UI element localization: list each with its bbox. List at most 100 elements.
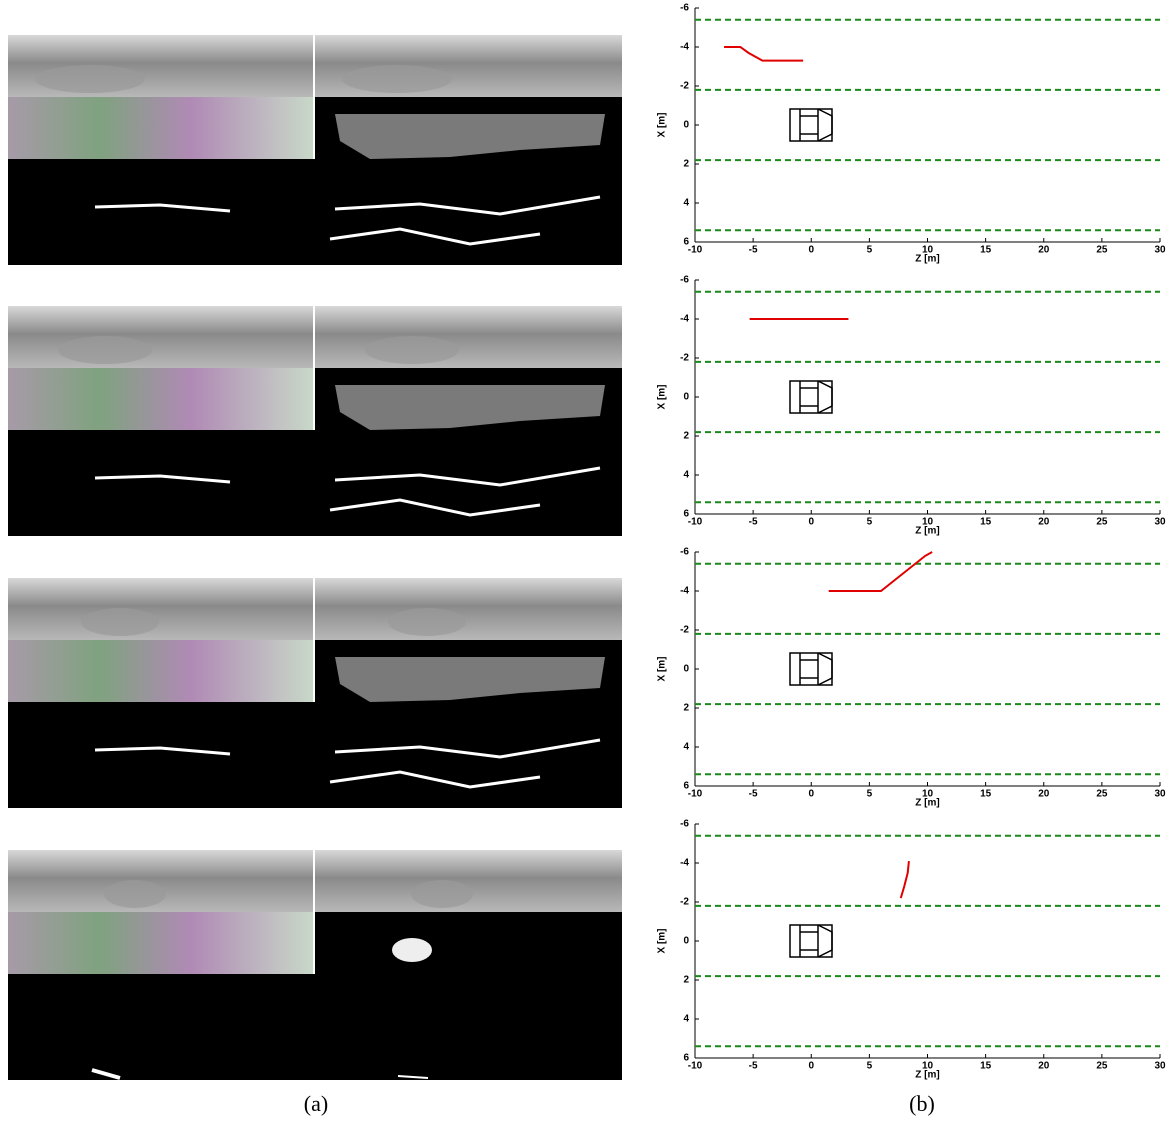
y-tick-label: 4	[683, 470, 689, 481]
x-tick-label: 20	[1038, 789, 1050, 800]
y-tick-label: -4	[680, 42, 689, 53]
mask-line	[334, 466, 601, 487]
car-shape	[35, 65, 145, 93]
camera-image-right	[315, 850, 622, 912]
x-tick-label: 0	[808, 517, 814, 528]
x-tick-label: -10	[688, 245, 703, 256]
x-axis-label: Z [m]	[915, 798, 939, 809]
y-tick-label: 2	[683, 975, 689, 986]
y-tick-label: -2	[680, 897, 689, 908]
trajectory	[828, 551, 933, 592]
x-tick-label: 5	[867, 517, 873, 528]
vehicle-icon	[789, 924, 833, 958]
y-tick-label: -2	[680, 625, 689, 636]
x-tick-label: 25	[1096, 789, 1108, 800]
mask-line	[91, 1068, 121, 1080]
y-tick-label: 6	[683, 237, 689, 248]
y-tick-label: -6	[680, 3, 689, 14]
vehicle-icon	[799, 924, 833, 958]
x-tick-label: 15	[980, 245, 992, 256]
color-overlay-image	[8, 912, 313, 974]
x-tick-label: -10	[688, 789, 703, 800]
y-tick-label: -4	[680, 858, 689, 869]
mask-line	[397, 1075, 429, 1079]
y-tick-label: -2	[680, 353, 689, 364]
vehicle-icon	[799, 108, 833, 142]
y-tick-label: 0	[683, 120, 689, 131]
car-shape	[342, 65, 452, 93]
x-tick-label: 20	[1038, 1061, 1050, 1072]
y-tick-label: 2	[683, 431, 689, 442]
y-tick-label: 0	[683, 664, 689, 675]
color-overlay-image	[8, 640, 313, 702]
disparity-map	[335, 385, 605, 430]
mask-background	[8, 159, 622, 265]
y-axis-label: X [m]	[657, 113, 668, 138]
camera-image-left	[8, 578, 313, 640]
y-tick-label: -6	[680, 275, 689, 286]
x-axis-label: Z [m]	[915, 1070, 939, 1081]
y-tick-label: 6	[683, 509, 689, 520]
camera-image-left	[8, 850, 313, 912]
y-tick-label: -4	[680, 314, 689, 325]
caption-a: (a)	[304, 1091, 328, 1116]
y-tick-label: -4	[680, 586, 689, 597]
y-axis-label: X [m]	[657, 657, 668, 682]
car-shape	[104, 880, 166, 908]
y-tick-label: 2	[683, 159, 689, 170]
color-overlay-image	[8, 97, 313, 159]
car-shape	[81, 608, 159, 636]
vehicle-icon	[789, 108, 833, 142]
x-tick-label: 10	[922, 245, 934, 256]
y-tick-label: 4	[683, 742, 689, 753]
x-tick-label: 10	[922, 1061, 934, 1072]
x-tick-label: 15	[980, 1061, 992, 1072]
vehicle-icon	[799, 652, 833, 686]
x-tick-label: 0	[808, 245, 814, 256]
camera-image-right	[315, 578, 622, 640]
y-tick-label: 6	[683, 1053, 689, 1064]
car-shape	[58, 336, 152, 364]
vehicle-icon	[799, 380, 833, 414]
camera-image-right	[315, 306, 622, 368]
y-tick-label: -6	[680, 819, 689, 830]
x-tick-label: -5	[749, 517, 758, 528]
x-tick-label: -5	[749, 1061, 758, 1072]
y-tick-label: -6	[680, 547, 689, 558]
x-tick-label: -10	[688, 517, 703, 528]
x-tick-label: 25	[1096, 245, 1108, 256]
vehicle-icon	[789, 652, 833, 686]
x-tick-label: 0	[808, 789, 814, 800]
x-tick-label: 10	[922, 517, 934, 528]
trajectory	[899, 860, 910, 899]
mask-line	[334, 738, 601, 759]
disparity-map	[335, 114, 605, 159]
x-tick-label: 30	[1154, 789, 1166, 800]
disparity-map	[335, 657, 605, 702]
x-tick-label: 30	[1154, 1061, 1166, 1072]
caption-b: (b)	[909, 1091, 935, 1116]
x-tick-label: 20	[1038, 245, 1050, 256]
x-tick-label: 20	[1038, 517, 1050, 528]
mask-background	[8, 702, 622, 808]
x-tick-label: 5	[867, 789, 873, 800]
vehicle-icon	[789, 380, 833, 414]
y-tick-label: 0	[683, 936, 689, 947]
x-tick-label: 0	[808, 1061, 814, 1072]
color-overlay-image	[8, 368, 313, 430]
mask-background	[8, 974, 622, 1080]
y-tick-label: 4	[683, 198, 689, 209]
x-tick-label: 15	[980, 789, 992, 800]
y-tick-label: 0	[683, 392, 689, 403]
y-tick-label: 2	[683, 703, 689, 714]
x-tick-label: 5	[867, 1061, 873, 1072]
x-tick-label: 10	[922, 789, 934, 800]
y-axis-label: X [m]	[657, 385, 668, 410]
mask-line	[94, 203, 231, 213]
x-axis-label: Z [m]	[915, 526, 939, 537]
camera-image-left	[8, 306, 313, 368]
y-tick-label: -2	[680, 81, 689, 92]
mask-line	[329, 227, 541, 246]
mask-line	[329, 498, 541, 517]
